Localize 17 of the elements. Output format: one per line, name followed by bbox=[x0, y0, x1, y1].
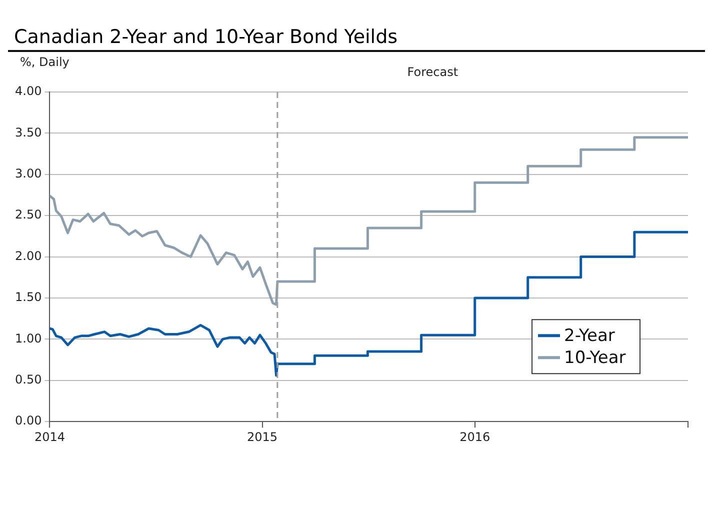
x-tick-label: 2014 bbox=[34, 430, 65, 444]
y-tick-label: 3.50 bbox=[15, 125, 42, 140]
text: Forecast bbox=[407, 65, 458, 79]
y-tick-label: 1.00 bbox=[15, 331, 42, 346]
y-tick-label: 1.50 bbox=[15, 290, 42, 304]
chart-title: Canadian 2-Year and 10-Year Bond Yeilds bbox=[8, 8, 705, 52]
y-tick-label: 0.50 bbox=[15, 372, 42, 387]
y-tick-label: 4.00 bbox=[15, 84, 42, 98]
legend-label: 10-Year bbox=[564, 348, 626, 368]
x-tick-label: 2016 bbox=[460, 430, 490, 444]
y-tick-label: 3.00 bbox=[15, 166, 42, 181]
x-tick-label: 2015 bbox=[247, 430, 278, 444]
y-tick-label: 0.00 bbox=[15, 414, 42, 428]
y-axis-title: %, Daily bbox=[20, 55, 70, 69]
legend-label: 2-Year bbox=[564, 326, 615, 346]
y-tick-label: 2.00 bbox=[15, 248, 42, 263]
y-tick-label: 2.50 bbox=[15, 208, 42, 222]
